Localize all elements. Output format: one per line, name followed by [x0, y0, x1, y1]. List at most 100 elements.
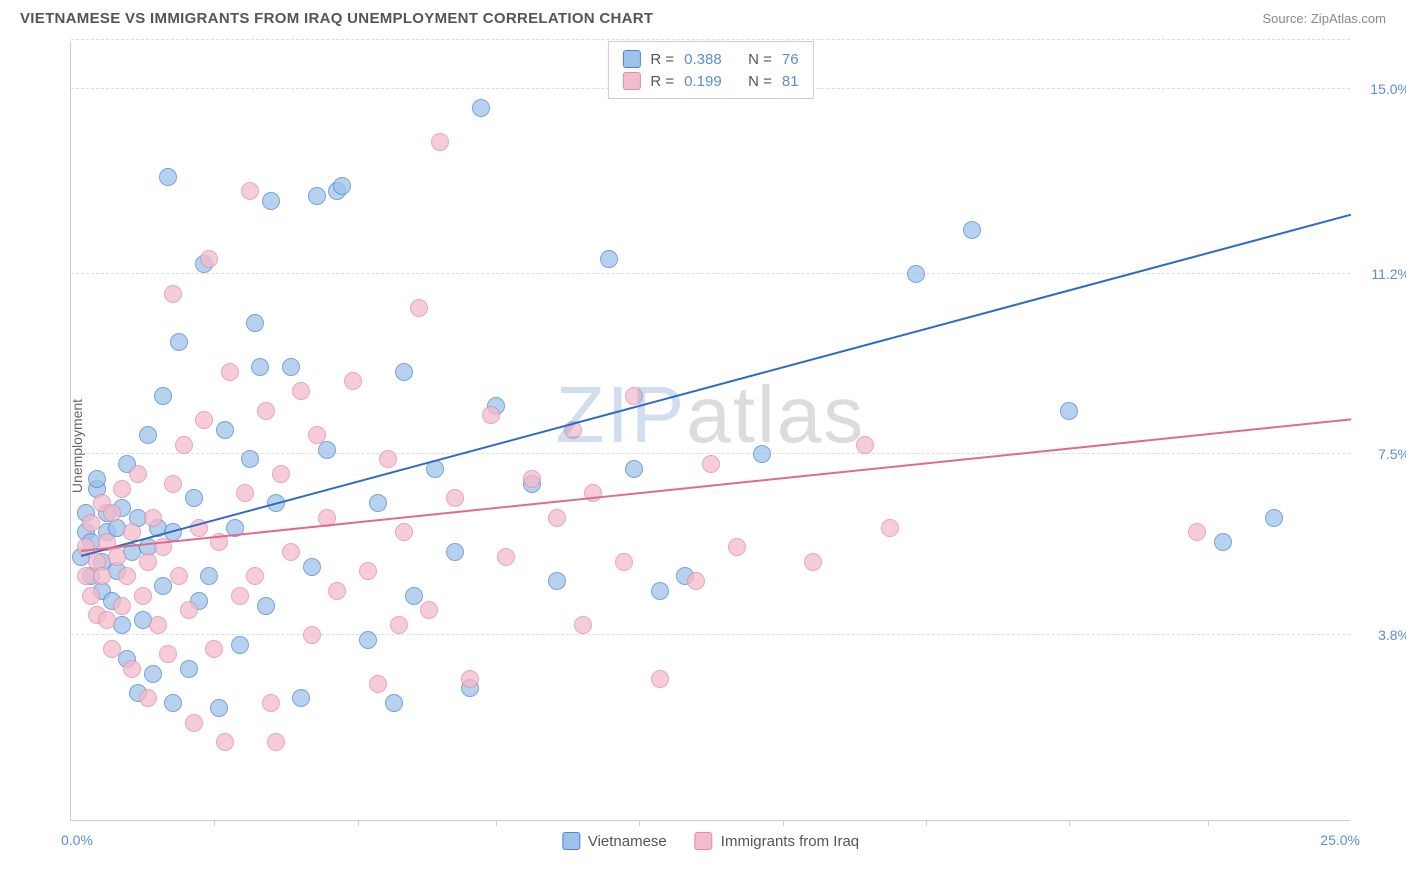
scatter-point [139, 689, 157, 707]
n-label: N = [748, 51, 772, 68]
scatter-point [625, 387, 643, 405]
scatter-point [574, 616, 592, 634]
scatter-point [600, 250, 618, 268]
scatter-point [185, 489, 203, 507]
x-tick [1208, 820, 1209, 826]
trend-line [81, 418, 1351, 552]
scatter-point [431, 133, 449, 151]
scatter-point [246, 314, 264, 332]
y-tick-label: 15.0% [1355, 81, 1406, 97]
plot-area: ZIPatlas R = 0.388 N = 76 R = 0.199 N = … [70, 41, 1350, 821]
scatter-point [379, 450, 397, 468]
x-tick [496, 820, 497, 826]
scatter-point [303, 558, 321, 576]
gridline [71, 39, 1350, 40]
scatter-point [344, 372, 362, 390]
scatter-point [262, 694, 280, 712]
legend-item-iraq: Immigrants from Iraq [695, 832, 859, 850]
x-tick [1069, 820, 1070, 826]
scatter-point [497, 548, 515, 566]
scatter-point [164, 694, 182, 712]
scatter-point [702, 455, 720, 473]
scatter-point [318, 441, 336, 459]
scatter-point [164, 475, 182, 493]
y-tick-label: 3.8% [1355, 627, 1406, 643]
legend-stats-row: R = 0.199 N = 81 [622, 70, 798, 92]
legend-stats-row: R = 0.388 N = 76 [622, 48, 798, 70]
legend-item-vietnamese: Vietnamese [562, 832, 667, 850]
scatter-point [180, 660, 198, 678]
scatter-point [98, 611, 116, 629]
scatter-point [164, 285, 182, 303]
scatter-point [246, 567, 264, 585]
scatter-point [651, 582, 669, 600]
scatter-point [907, 265, 925, 283]
chart-title: VIETNAMESE VS IMMIGRANTS FROM IRAQ UNEMP… [20, 10, 653, 27]
x-min-label: 0.0% [61, 832, 93, 848]
r-label: R = [650, 73, 674, 90]
scatter-point [410, 299, 428, 317]
scatter-point [369, 494, 387, 512]
scatter-point [584, 484, 602, 502]
scatter-point [548, 572, 566, 590]
scatter-point [231, 587, 249, 605]
scatter-point [308, 187, 326, 205]
scatter-point [963, 221, 981, 239]
scatter-point [185, 714, 203, 732]
scatter-point [144, 665, 162, 683]
scatter-point [159, 645, 177, 663]
scatter-point [333, 177, 351, 195]
scatter-point [651, 670, 669, 688]
scatter-point [82, 514, 100, 532]
r-value-vietnamese: 0.388 [684, 51, 730, 68]
scatter-point [170, 567, 188, 585]
legend-label-iraq: Immigrants from Iraq [721, 833, 859, 850]
scatter-point [216, 733, 234, 751]
scatter-point [615, 553, 633, 571]
scatter-point [93, 567, 111, 585]
scatter-point [241, 450, 259, 468]
n-value-iraq: 81 [782, 73, 799, 90]
scatter-point [482, 406, 500, 424]
n-label: N = [748, 73, 772, 90]
scatter-point [180, 601, 198, 619]
gridline [71, 634, 1350, 635]
x-tick [358, 820, 359, 826]
scatter-point [139, 553, 157, 571]
scatter-point [446, 543, 464, 561]
scatter-point [144, 509, 162, 527]
scatter-point [123, 660, 141, 678]
scatter-point [282, 543, 300, 561]
legend-swatch-iraq [695, 832, 713, 850]
scatter-point [236, 484, 254, 502]
scatter-point [113, 616, 131, 634]
scatter-point [625, 460, 643, 478]
scatter-point [149, 616, 167, 634]
scatter-point [548, 509, 566, 527]
scatter-point [292, 689, 310, 707]
scatter-point [159, 168, 177, 186]
scatter-point [359, 631, 377, 649]
scatter-point [856, 436, 874, 454]
scatter-point [390, 616, 408, 634]
n-value-vietnamese: 76 [782, 51, 799, 68]
scatter-point [103, 504, 121, 522]
scatter-point [420, 601, 438, 619]
scatter-point [154, 387, 172, 405]
scatter-point [523, 470, 541, 488]
scatter-point [1188, 523, 1206, 541]
scatter-point [303, 626, 321, 644]
source-label: Source: ZipAtlas.com [1262, 11, 1386, 26]
x-tick [783, 820, 784, 826]
source-name: ZipAtlas.com [1311, 11, 1386, 26]
scatter-point [446, 489, 464, 507]
legend-swatch-iraq [622, 72, 640, 90]
scatter-point [113, 480, 131, 498]
scatter-point [231, 636, 249, 654]
scatter-point [262, 192, 280, 210]
scatter-point [241, 182, 259, 200]
scatter-point [753, 445, 771, 463]
source-prefix: Source: [1262, 11, 1310, 26]
scatter-point [195, 411, 213, 429]
scatter-point [328, 582, 346, 600]
